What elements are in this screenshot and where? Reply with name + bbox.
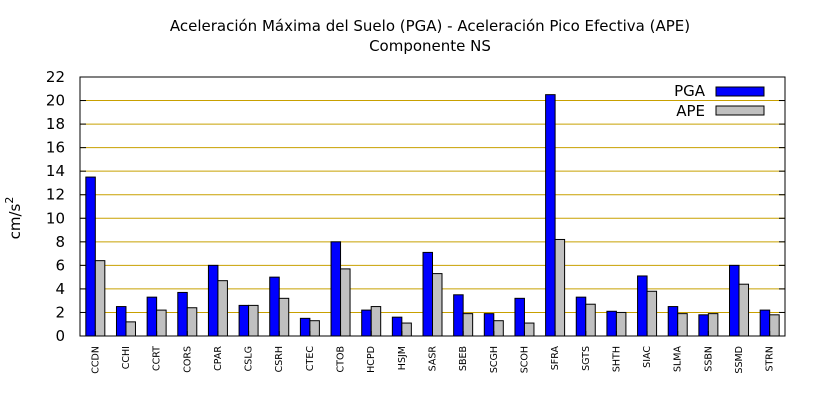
y-tick-label: 10 [46, 209, 65, 227]
x-tick-label: SBEB [458, 346, 469, 371]
bar-ape-hsjm [401, 322, 412, 337]
y-tick-label: 6 [55, 256, 65, 274]
bar-pga-sfra [545, 94, 556, 337]
x-tick-label: SASR [428, 346, 439, 372]
grid-lines [80, 100, 785, 313]
x-tick-label: SHTH [611, 346, 622, 372]
x-tick-label: CSRH [274, 346, 285, 372]
y-tick-label: 8 [55, 233, 65, 251]
bar-pga-csrh [269, 276, 280, 337]
bar-ape-hcpd [370, 306, 382, 337]
y-tick-label: 4 [55, 280, 65, 298]
legend-swatch-ape [715, 105, 765, 116]
x-tick-label: CPAR [213, 346, 224, 371]
y-tick-label: 12 [46, 186, 65, 204]
x-tick-label: CCHI [121, 346, 132, 369]
bar-ape-ssmd [738, 283, 750, 337]
bar-ape-ctob [340, 268, 351, 337]
chart-subtitle: Componente NS [369, 37, 491, 55]
x-tick-label: HSJM [397, 346, 408, 370]
y-tick-label: 20 [46, 92, 65, 110]
bar-pga-scoh [514, 297, 525, 337]
bar-ape-ccdn [94, 260, 106, 337]
x-tick-label: SSMD [734, 346, 745, 374]
bar-pga-slma [667, 306, 679, 337]
bar-ape-sgts [585, 303, 596, 337]
x-tick-label: SSBN [703, 346, 714, 372]
y-tick-label: 2 [55, 303, 65, 321]
chart-title: Aceleración Máxima del Suelo (PGA) - Ace… [170, 17, 690, 35]
x-tick-label: CSLG [244, 346, 255, 371]
x-tick-label: SFRA [550, 346, 561, 371]
bar-pga-cchi [115, 306, 127, 337]
bar-ape-siac [646, 290, 658, 337]
bar-pga-ccdn [85, 176, 96, 337]
bar-pga-ctec [299, 317, 311, 337]
x-tick-label: SCOH [519, 346, 530, 373]
bar-pga-siac [637, 275, 648, 337]
bar-pga-hcpd [361, 309, 372, 337]
x-tick-label: CTEC [305, 346, 316, 371]
bar-pga-cpar [207, 264, 219, 337]
bar-ape-ctec [309, 320, 320, 337]
y-tick-label: 0 [55, 327, 65, 345]
bar-ape-cpar [217, 280, 228, 337]
x-tick-label: SGTS [581, 346, 592, 371]
x-tick-label: CCDN [90, 346, 101, 374]
bar-pga-shth [606, 310, 617, 337]
bar-ape-scoh [523, 322, 535, 337]
bar-pga-sasr [422, 251, 433, 337]
legend-label-ape: APE [676, 102, 705, 120]
bar-pga-sbeb [453, 294, 464, 337]
bar-pga-scgh [483, 313, 495, 337]
x-tick-label: STRN [765, 346, 776, 372]
bar-ape-cchi [125, 321, 136, 337]
y-axis-label-unit: cm/s [6, 203, 24, 239]
bar-ape-strn [769, 314, 780, 337]
x-tick-label: HCPD [366, 346, 377, 373]
bar-ape-scgh [493, 320, 504, 337]
x-tick-label: CTOB [336, 346, 347, 372]
bar-ape-sfra [554, 238, 566, 337]
bar-pga-ssbn [698, 314, 709, 337]
y-tick-label: 14 [46, 162, 65, 180]
x-tick-label: SCGH [489, 346, 500, 373]
x-tick-label: SIAC [642, 346, 653, 368]
y-axis-label: cm/s2 [3, 197, 24, 240]
bar-pga-hsjm [391, 316, 403, 337]
bar-ape-slma [677, 313, 688, 337]
y-axis-ticks: 0 2 4 6 8 10 12 14 16 18 20 22 [46, 68, 785, 345]
bar-ape-shth [615, 311, 627, 337]
y-tick-label: 16 [46, 139, 65, 157]
legend-label-pga: PGA [674, 82, 706, 100]
bar-pga-sgts [575, 296, 587, 337]
plot-frame [79, 76, 786, 337]
bar-ape-cors [186, 307, 198, 337]
bars [85, 94, 780, 337]
y-tick-label: 22 [46, 68, 65, 86]
bar-ape-sbeb [462, 313, 474, 337]
x-tick-label: CORS [182, 346, 193, 373]
y-axis-label-exponent: 2 [3, 197, 16, 204]
x-tick-label: CCRT [152, 346, 163, 371]
bar-ape-ssbn [707, 313, 719, 337]
bar-ape-sasr [432, 273, 443, 337]
y-tick-label: 18 [46, 115, 65, 133]
bar-ape-csrh [278, 297, 290, 337]
bar-pga-ssmd [729, 264, 740, 337]
bar-ape-ccrt [156, 309, 167, 337]
bar-pga-cors [177, 291, 188, 337]
legend-swatch-pga [715, 86, 765, 97]
bar-pga-strn [759, 309, 771, 337]
bar-pga-ccrt [146, 296, 158, 337]
bar-ape-cslg [248, 304, 259, 337]
x-axis-ticks: CCDN CCHI CCRT CORS CPAR CSLG CSRH CTEC CTOB HCPD… [90, 331, 776, 374]
legend: PGA APE [674, 82, 765, 120]
x-tick-label: SLMA [673, 346, 684, 373]
bar-pga-ctob [330, 241, 342, 337]
bar-pga-cslg [238, 304, 250, 337]
